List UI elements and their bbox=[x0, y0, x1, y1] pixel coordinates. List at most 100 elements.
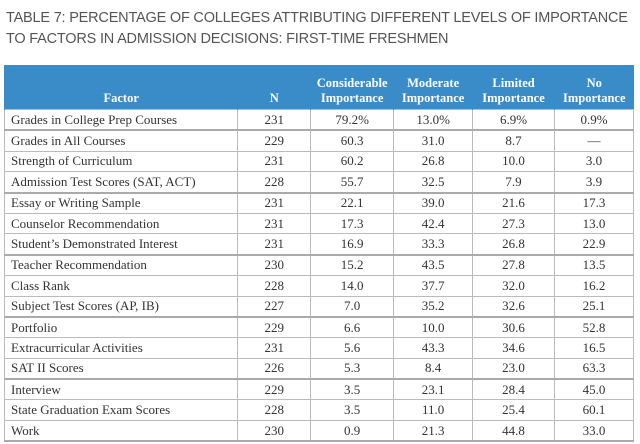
value-cell: 60.1 bbox=[554, 399, 634, 421]
value-cell: 16.2 bbox=[554, 275, 634, 297]
column-header: N bbox=[237, 65, 311, 110]
value-cell: 52.8 bbox=[554, 316, 634, 339]
factor-cell: Teacher Recommendation bbox=[3, 254, 239, 277]
factor-cell: Grades in All Courses bbox=[3, 129, 239, 152]
column-header: No Importance bbox=[554, 65, 634, 110]
factor-cell: Work bbox=[3, 419, 239, 443]
value-cell: 0.9% bbox=[554, 109, 634, 132]
value-cell: 3.5 bbox=[310, 399, 395, 421]
table-row: Portfolio 229 6.6 10.0 30.6 52.8 bbox=[3, 316, 634, 339]
value-cell: 45.0 bbox=[554, 378, 634, 401]
value-cell: 231 bbox=[237, 192, 312, 214]
value-cell: 21.3 bbox=[393, 419, 474, 443]
table-row: Extracurricular Activities 231 5.6 43.3 34.6… bbox=[3, 337, 634, 359]
value-cell: 3.9 bbox=[554, 171, 634, 194]
value-cell: 23.0 bbox=[472, 357, 555, 381]
factor-cell: Essay or Writing Sample bbox=[3, 192, 239, 214]
value-cell: 14.0 bbox=[310, 275, 395, 297]
value-cell: — bbox=[554, 129, 634, 152]
value-cell: 43.5 bbox=[393, 254, 474, 277]
value-cell: 228 bbox=[237, 399, 312, 421]
value-cell: 22.1 bbox=[310, 192, 395, 214]
value-cell: 231 bbox=[237, 233, 312, 256]
value-cell: 13.5 bbox=[554, 254, 634, 277]
table-row: SAT II Scores 226 5.3 8.4 23.0 63.3 bbox=[3, 357, 634, 381]
table-row: Counselor Recommendation 231 17.3 42.4 27.3 1… bbox=[3, 212, 634, 235]
value-cell: 34.6 bbox=[472, 337, 555, 359]
value-cell: 25.1 bbox=[554, 295, 634, 318]
table-row: Grades in All Courses 229 60.3 31.0 8.7— bbox=[3, 129, 634, 152]
value-cell: 25.4 bbox=[472, 399, 555, 421]
factor-cell: Strength of Curriculum bbox=[3, 150, 239, 173]
value-cell: 231 bbox=[237, 150, 312, 173]
table-row: Admission Test Scores (SAT, ACT) 228 55.7 3… bbox=[3, 171, 634, 194]
value-cell: 17.3 bbox=[310, 212, 395, 235]
value-cell: 21.6 bbox=[472, 192, 555, 214]
table-header-row: Factor N Considerable Importance Moderate I… bbox=[3, 65, 634, 110]
value-cell: 44.8 bbox=[472, 419, 555, 443]
value-cell: 230 bbox=[237, 419, 312, 443]
value-cell: 26.8 bbox=[393, 150, 474, 173]
value-cell: 35.2 bbox=[393, 295, 474, 318]
table-row: Student’s Demonstrated Interest 231 16.9 33… bbox=[3, 233, 634, 256]
value-cell: 27.8 bbox=[472, 254, 555, 277]
value-cell: 33.3 bbox=[393, 233, 474, 256]
column-header: Limited Importance bbox=[472, 65, 555, 110]
value-cell: 10.0 bbox=[393, 316, 474, 339]
table-row: State Graduation Exam Scores 228 3.5 11.0 25… bbox=[3, 399, 634, 421]
value-cell: 0.9 bbox=[310, 419, 395, 443]
value-cell: 31.0 bbox=[393, 129, 474, 152]
value-cell: 43.3 bbox=[393, 337, 474, 359]
value-cell: 55.7 bbox=[310, 171, 395, 194]
factor-cell: Counselor Recommendation bbox=[3, 212, 239, 235]
value-cell: 231 bbox=[237, 337, 312, 359]
value-cell: 3.5 bbox=[310, 378, 395, 401]
value-cell: 231 bbox=[237, 109, 312, 132]
value-cell: 11.0 bbox=[393, 399, 474, 421]
factor-cell: Class Rank bbox=[3, 275, 239, 297]
value-cell: 30.6 bbox=[472, 316, 555, 339]
factor-cell: Extracurricular Activities bbox=[3, 337, 239, 359]
value-cell: 15.2 bbox=[310, 254, 395, 277]
value-cell: 229 bbox=[237, 129, 312, 152]
value-cell: 228 bbox=[237, 171, 312, 194]
value-cell: 37.7 bbox=[393, 275, 474, 297]
column-header: Moderate Importance bbox=[393, 65, 473, 110]
table-row: Grades in College Prep Courses 231 79.2% 13… bbox=[3, 109, 634, 132]
value-cell: 32.0 bbox=[472, 275, 555, 297]
value-cell: 79.2% bbox=[310, 109, 395, 132]
table-row: Essay or Writing Sample 231 22.1 39.0 21.6 17… bbox=[3, 192, 634, 214]
value-cell: 16.5 bbox=[554, 337, 634, 359]
factor-cell: Portfolio bbox=[3, 316, 239, 339]
column-header: Factor bbox=[3, 65, 238, 110]
value-cell: 229 bbox=[237, 378, 312, 401]
factor-cell: Interview bbox=[3, 378, 239, 401]
value-cell: 13.0 bbox=[554, 212, 634, 235]
value-cell: 231 bbox=[237, 212, 312, 235]
factor-cell: Student’s Demonstrated Interest bbox=[3, 233, 239, 256]
value-cell: 227 bbox=[237, 295, 312, 318]
factor-cell: Admission Test Scores (SAT, ACT) bbox=[3, 171, 239, 194]
value-cell: 33.0 bbox=[554, 419, 634, 443]
value-cell: 13.0% bbox=[393, 109, 474, 132]
value-cell: 5.3 bbox=[310, 357, 395, 381]
value-cell: 26.8 bbox=[472, 233, 555, 256]
table-title: TABLE 7: PERCENTAGE OF COLLEGES ATTRIBUT… bbox=[6, 10, 628, 47]
value-cell: 60.2 bbox=[310, 150, 395, 173]
factor-cell: State Graduation Exam Scores bbox=[3, 399, 239, 421]
value-cell: 17.3 bbox=[554, 192, 634, 214]
value-cell: 7.9 bbox=[472, 171, 555, 194]
value-cell: 229 bbox=[237, 316, 312, 339]
value-cell: 23.1 bbox=[393, 378, 474, 401]
value-cell: 6.6 bbox=[310, 316, 395, 339]
table-row: Teacher Recommendation 230 15.2 43.5 27.8 13.… bbox=[3, 254, 634, 277]
value-cell: 42.4 bbox=[393, 212, 474, 235]
value-cell: 22.9 bbox=[554, 233, 634, 256]
value-cell: 8.7 bbox=[472, 129, 555, 152]
value-cell: 39.0 bbox=[393, 192, 474, 214]
admission-factors-table: Factor N Considerable Importance Moderate I… bbox=[3, 65, 634, 443]
value-cell: 63.3 bbox=[554, 357, 634, 381]
value-cell: 228 bbox=[237, 275, 312, 297]
value-cell: 5.6 bbox=[310, 337, 395, 359]
table-row: Class Rank 228 14.0 37.7 32.0 16.2 bbox=[3, 275, 634, 297]
